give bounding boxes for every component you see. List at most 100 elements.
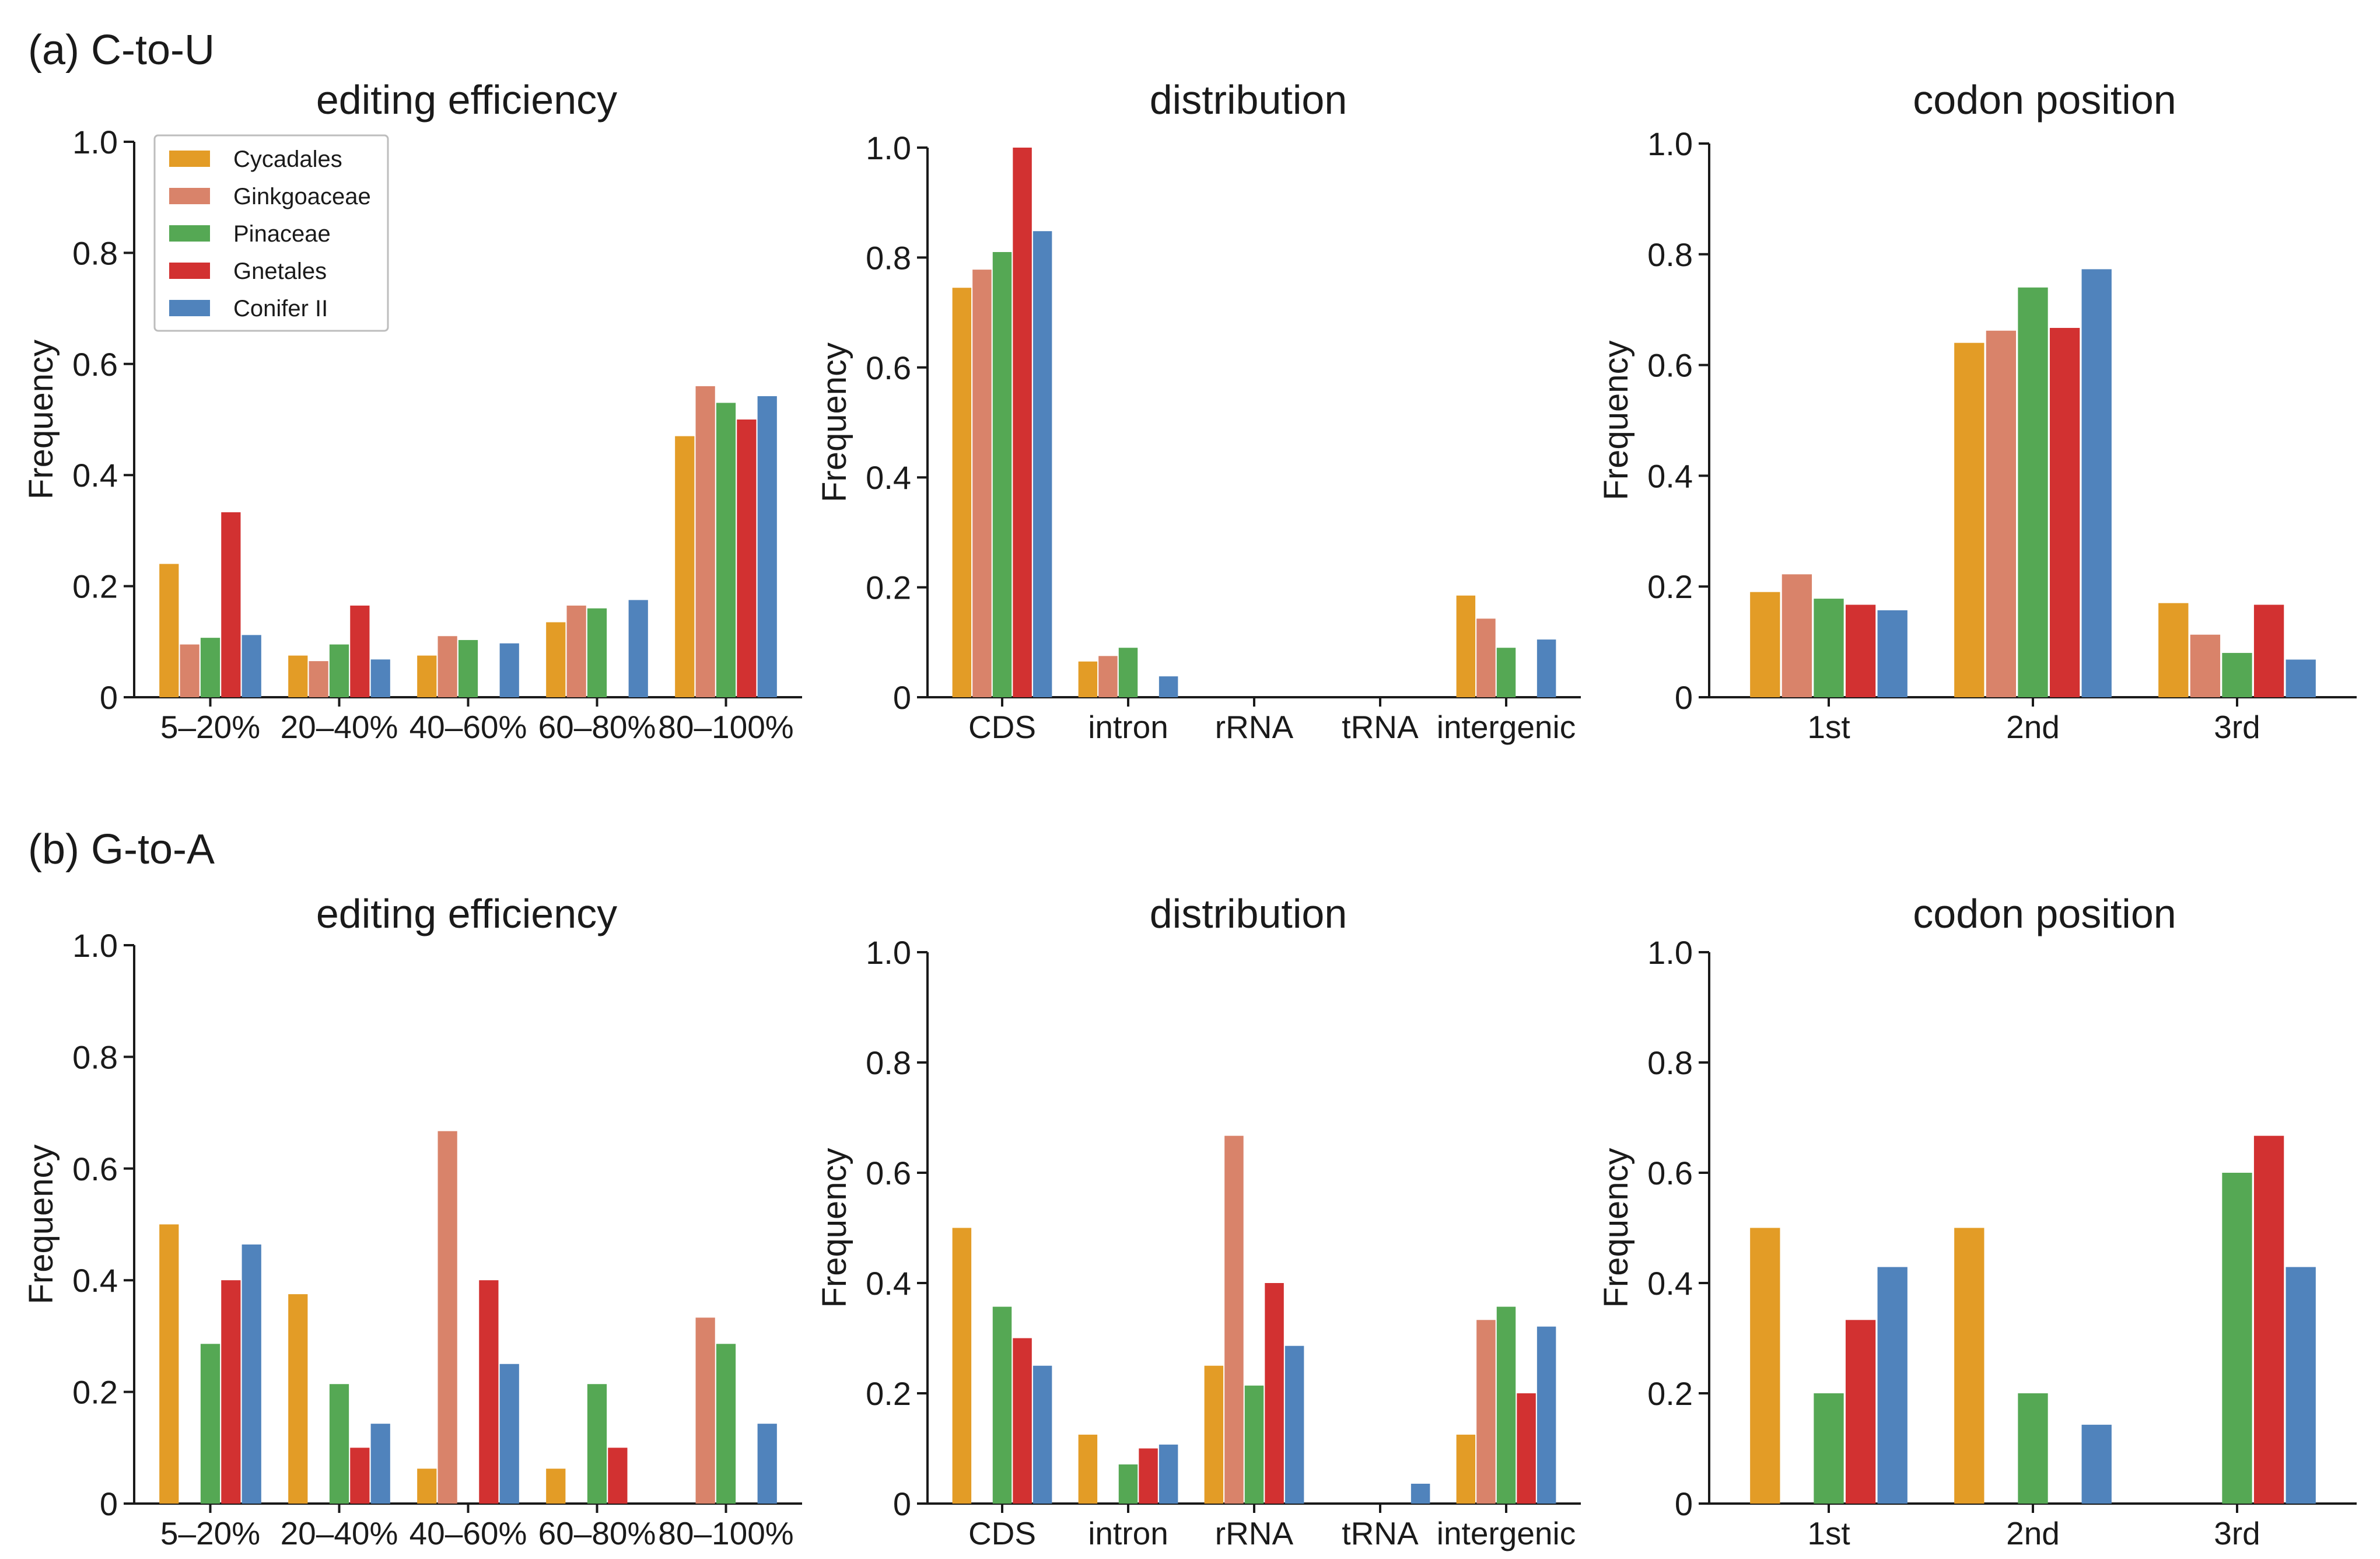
bar-cycadales: [1078, 1434, 1098, 1504]
y-tick-label: 0: [100, 679, 118, 716]
bar-cycadales: [1456, 1434, 1476, 1504]
bar-pinaceae: [200, 638, 220, 697]
y-tick-label: 0.8: [1647, 1044, 1693, 1081]
legend-label: Conifer II: [233, 296, 328, 321]
bar-pinaceae: [1244, 1385, 1264, 1504]
bar-conifer-ii: [2081, 1424, 2112, 1504]
charts-group: editing efficiency Frequency 0 0.2 0.4 0.6 0.8…: [22, 77, 2357, 1551]
chart-b-2: distribution Frequency 0 0.2 0.4 0.6 0.8 1.0 CDS…: [816, 891, 1581, 1551]
bar-ginkgoaceae: [1476, 1320, 1496, 1504]
x-tick-label: CDS: [968, 1515, 1036, 1551]
y-tick-label: 0.8: [72, 235, 118, 271]
bar-pinaceae: [2018, 1393, 2048, 1504]
legend-box: [153, 134, 389, 332]
bar-pinaceae: [2018, 287, 2048, 697]
bar-conifer-ii: [370, 1424, 390, 1504]
x-tick-label: intron: [1088, 709, 1168, 745]
y-tick-label: 0.2: [1647, 568, 1693, 605]
chart-a-2: distribution Frequency 0 0.2 0.4 0.6 0.8 1.0 CDS…: [816, 77, 1581, 745]
chart-title: distribution: [1150, 891, 1348, 936]
legend-label: Cycadales: [233, 146, 342, 172]
chart-title: editing efficiency: [316, 77, 617, 123]
bar-ginkgoaceae: [972, 270, 992, 697]
x-tick-label: 20–40%: [281, 709, 398, 745]
y-tick-label: 1.0: [866, 130, 911, 166]
bar-cycadales: [546, 622, 566, 697]
bar-conifer-ii: [499, 643, 519, 697]
bar-cycadales: [1954, 1228, 1985, 1504]
legend-label: Ginkgoaceae: [233, 184, 371, 209]
y-tick-label: 0.4: [866, 1265, 911, 1302]
legend-swatch: [169, 188, 210, 204]
bar-cycadales: [1204, 1365, 1224, 1504]
bar-ginkgoaceae: [1098, 656, 1118, 697]
bar-conifer-ii: [628, 600, 648, 697]
bar-pinaceae: [458, 639, 478, 697]
bar-gnetales: [350, 605, 370, 697]
x-tick-label: 3rd: [2214, 709, 2260, 745]
bar-gnetales: [1013, 1338, 1032, 1504]
legend-swatch: [169, 300, 210, 316]
x-tick-label: intergenic: [1437, 709, 1576, 745]
x-tick-label: 2nd: [2006, 709, 2060, 745]
panel-label-a: (a) C-to-U: [28, 27, 215, 74]
bar-pinaceae: [1814, 1393, 1844, 1504]
bar-ginkgoaceae: [1986, 330, 2017, 697]
y-axis-label: Frequency: [22, 340, 60, 499]
bar-conifer-ii: [1410, 1483, 1430, 1504]
bar-ginkgoaceae: [1224, 1135, 1244, 1504]
bar-pinaceae: [716, 1344, 736, 1504]
y-tick-label: 0.2: [72, 568, 118, 605]
bar-pinaceae: [587, 608, 607, 697]
legend-label: Gnetales: [233, 258, 327, 284]
x-tick-label: rRNA: [1215, 1515, 1294, 1551]
x-tick-label: 40–60%: [410, 1515, 527, 1551]
y-tick-label: 0.8: [866, 239, 911, 276]
bar-cycadales: [546, 1469, 566, 1504]
bar-ginkgoaceae: [309, 661, 328, 697]
chart-a-3: codon position Frequency 0 0.2 0.4 0.6 0.8 1.0 1…: [1597, 77, 2357, 745]
bar-ginkgoaceae: [1476, 618, 1496, 697]
bar-conifer-ii: [1536, 639, 1556, 697]
bar-gnetales: [1265, 1283, 1284, 1504]
y-tick-label: 0: [893, 679, 911, 716]
bar-gnetales: [221, 1280, 241, 1504]
bar-pinaceae: [329, 644, 349, 697]
bar-cycadales: [1078, 661, 1098, 697]
bar-cycadales: [159, 1224, 179, 1504]
panel-label-b: (b) G-to-A: [28, 826, 215, 873]
legend-swatch: [169, 225, 210, 242]
bar-gnetales: [737, 420, 757, 697]
x-tick-label: 80–100%: [658, 1515, 793, 1551]
y-tick-label: 0.2: [866, 569, 911, 606]
bar-cycadales: [417, 655, 437, 697]
x-tick-label: intron: [1088, 1515, 1168, 1551]
bar-pinaceae: [1496, 1306, 1516, 1504]
bar-conifer-ii: [2286, 1267, 2316, 1504]
chart-title: editing efficiency: [316, 891, 617, 936]
bar-ginkgoaceae: [438, 1131, 457, 1504]
x-tick-label: CDS: [968, 709, 1036, 745]
y-tick-label: 1.0: [72, 124, 118, 160]
y-tick-label: 0.4: [72, 457, 118, 494]
bar-ginkgoaceae: [566, 605, 586, 697]
bar-gnetales: [608, 1448, 628, 1504]
bar-ginkgoaceae: [695, 1317, 715, 1504]
y-tick-label: 0.6: [72, 346, 118, 383]
bar-conifer-ii: [2286, 659, 2316, 697]
legend-swatch: [169, 263, 210, 279]
bar-cycadales: [952, 288, 972, 698]
bar-conifer-ii: [242, 1244, 261, 1504]
y-tick-label: 0: [1675, 1485, 1693, 1522]
bar-conifer-ii: [1158, 1444, 1178, 1504]
y-tick-label: 1.0: [1647, 125, 1693, 162]
bar-gnetales: [1845, 604, 1876, 697]
y-tick-label: 1.0: [866, 934, 911, 971]
bar-cycadales: [1954, 342, 1985, 697]
y-axis-label: Frequency: [816, 1148, 853, 1308]
bar-conifer-ii: [1032, 231, 1052, 698]
bar-pinaceae: [1496, 648, 1516, 697]
bar-gnetales: [2253, 1135, 2284, 1504]
bar-conifer-ii: [1877, 610, 1908, 697]
